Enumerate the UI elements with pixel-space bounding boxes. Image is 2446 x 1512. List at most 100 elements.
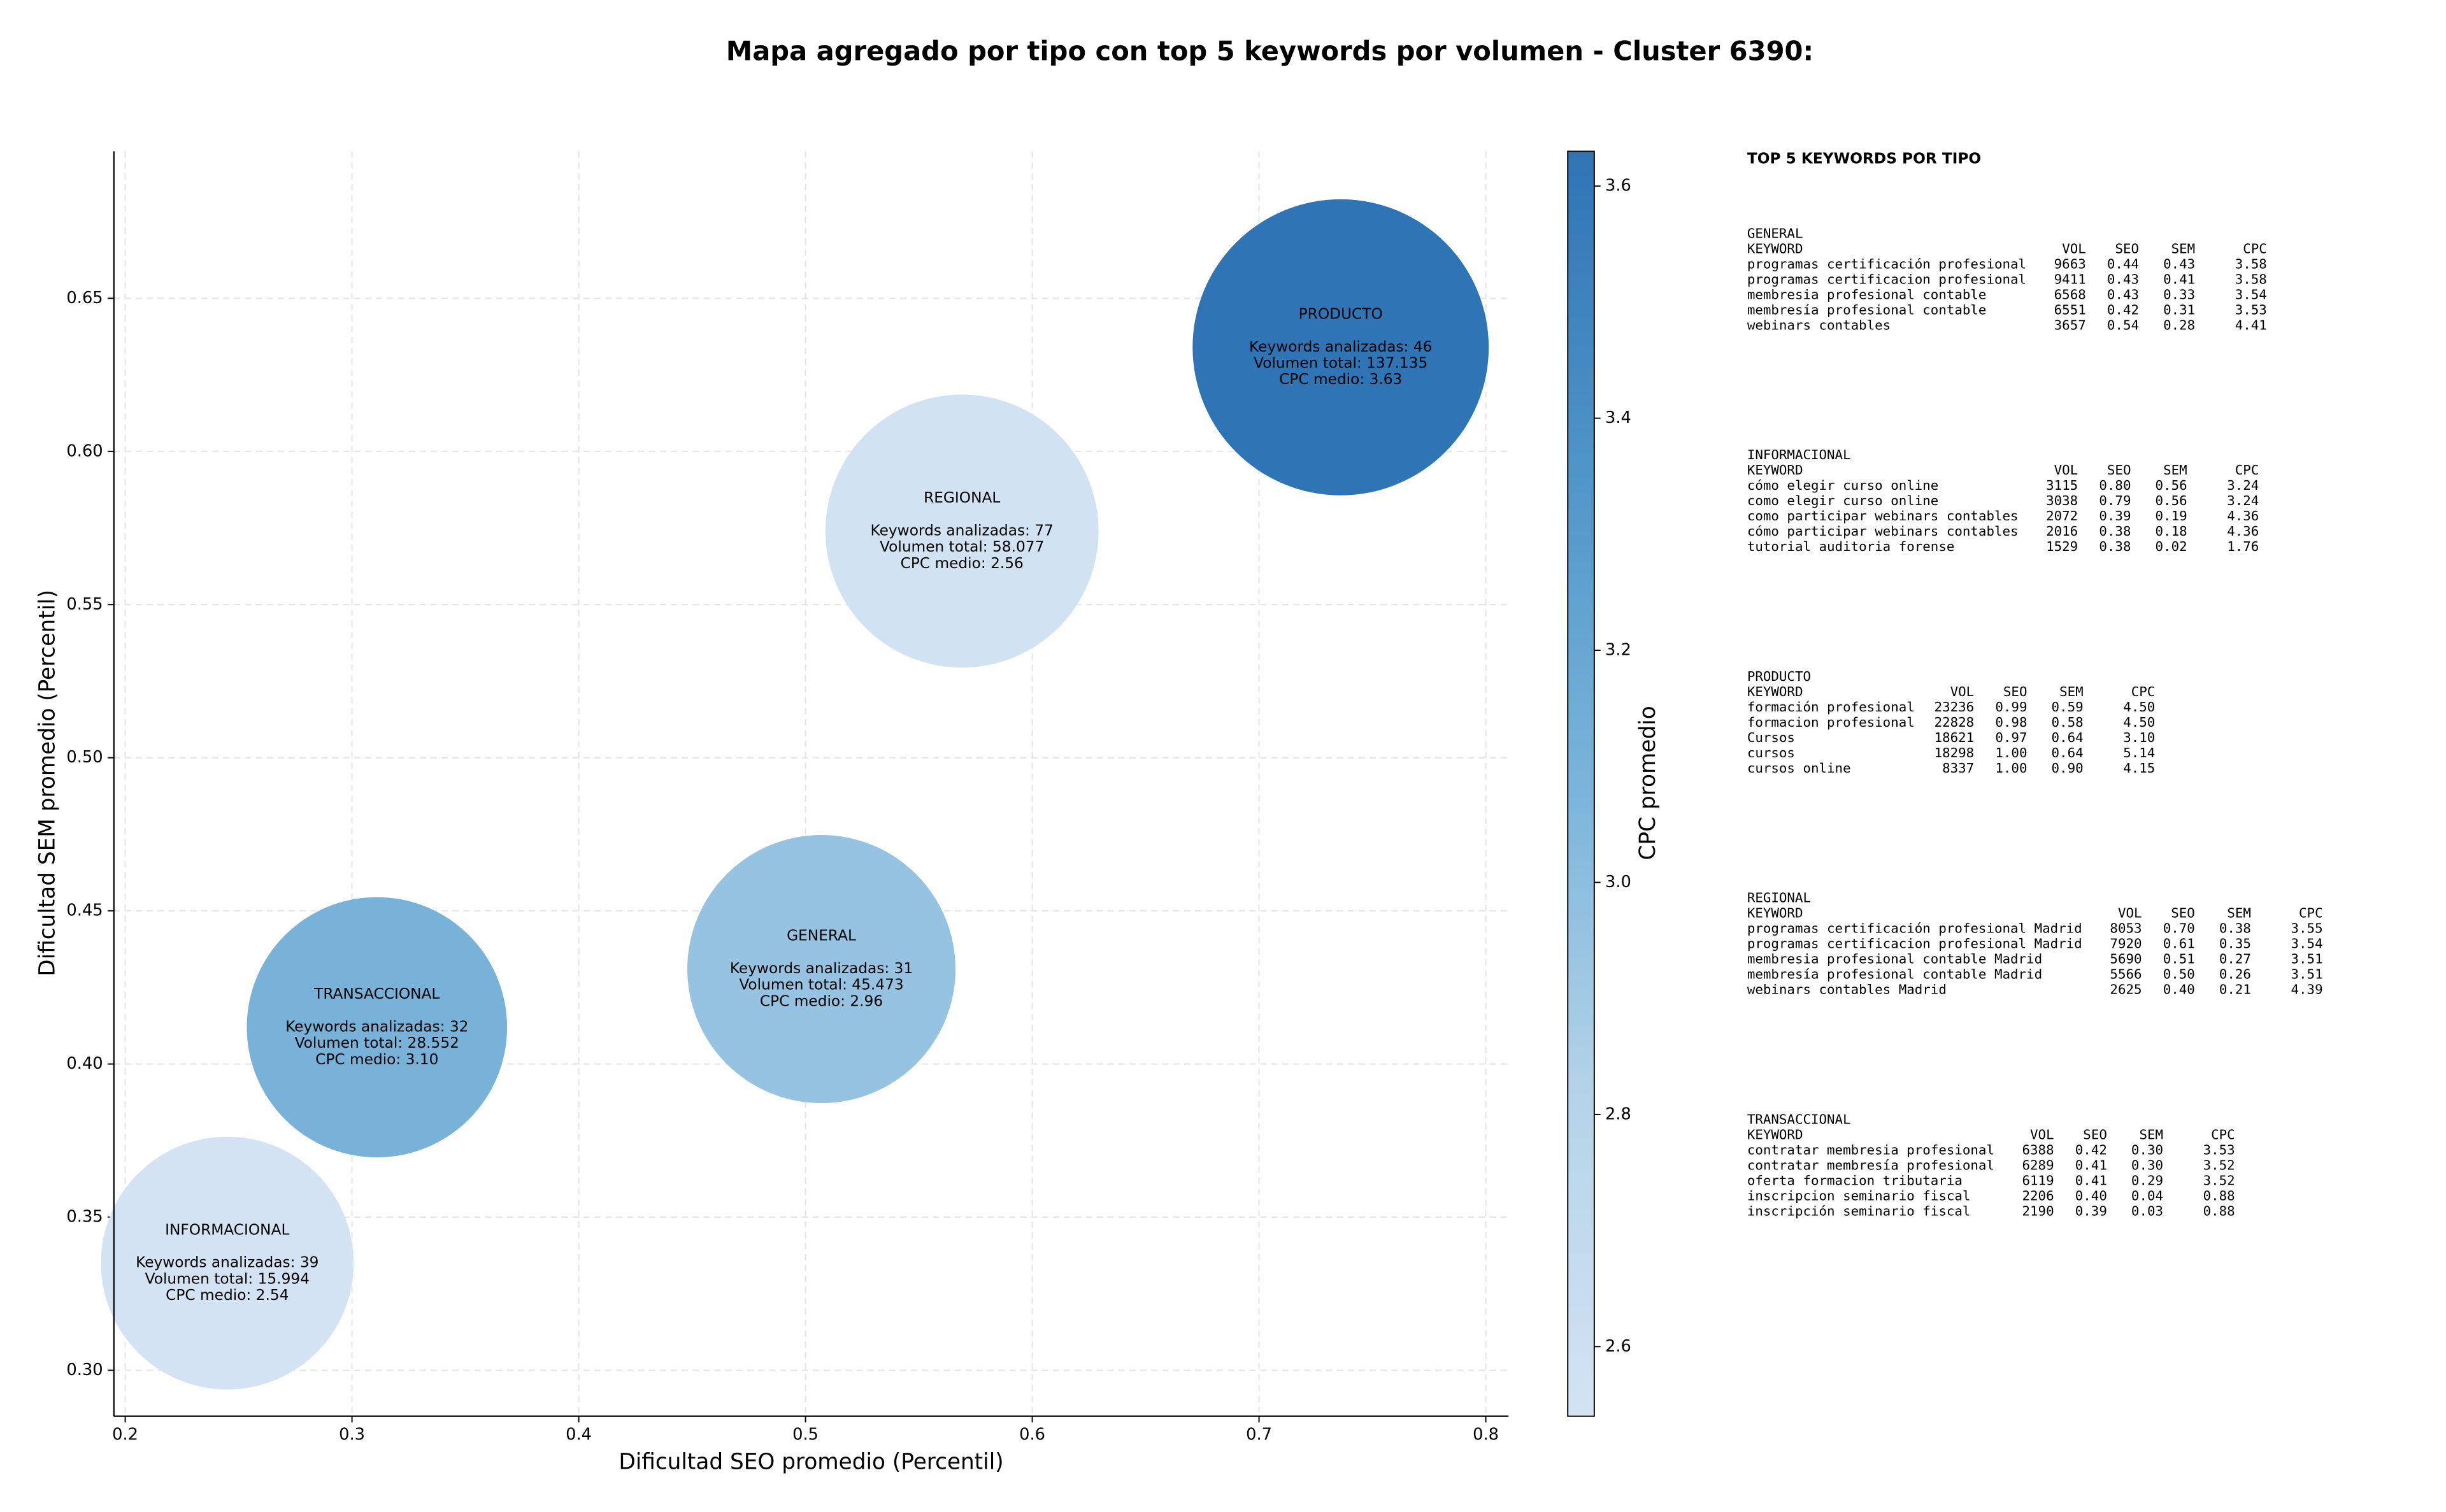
colorbar-tick-label: 2.6: [1605, 1337, 1631, 1356]
table-cell: contratar membresia profesional: [1747, 1142, 1994, 1157]
table-cell: 0.61: [2163, 936, 2195, 952]
table-cell: 4.41: [2235, 317, 2267, 332]
table-cell: membresia profesional contable: [1747, 287, 1987, 302]
section-title: TRANSACCIONAL: [1747, 1111, 1851, 1127]
table-cell: 0.54: [2107, 317, 2139, 332]
bubble-annotation: Volumen total: 28.552: [295, 1034, 459, 1052]
table-cell: 0.44: [2107, 256, 2139, 271]
table-cell: 4.15: [2123, 760, 2155, 776]
table-cell: 0.64: [2052, 730, 2084, 745]
table-cell: 3.53: [2203, 1142, 2235, 1157]
colorbar-tick-label: 2.8: [1605, 1104, 1631, 1123]
table-cell: 4.50: [2123, 699, 2155, 715]
bubble-annotation: Keywords analizadas: 32: [285, 1018, 468, 1035]
table-cell: 0.51: [2163, 952, 2195, 967]
table-cell: 0.41: [2075, 1173, 2107, 1188]
table-cell: 0.56: [2156, 493, 2187, 508]
bubble-annotation: Keywords analizadas: 46: [1249, 338, 1432, 355]
table-cell: 0.19: [2156, 508, 2187, 524]
bubble-annotation: CPC medio: 2.96: [760, 992, 883, 1009]
column-header: VOL: [2062, 241, 2086, 256]
column-header: KEYWORD: [1747, 906, 1803, 921]
bubble-annotation: Volumen total: 58.077: [880, 538, 1044, 555]
bubble-annotation: Keywords analizadas: 31: [730, 960, 913, 977]
table-cell: contratar membresía profesional: [1747, 1157, 1994, 1173]
table-cell: 7920: [2110, 936, 2142, 952]
table-cell: 0.88: [2203, 1188, 2235, 1203]
table-cell: 2016: [2046, 524, 2078, 539]
column-header: KEYWORD: [1747, 684, 1803, 699]
table-cell: 0.38: [2099, 539, 2131, 554]
table-cell: 0.98: [1995, 715, 2027, 730]
table-cell: 4.36: [2227, 524, 2259, 539]
table-cell: 0.30: [2131, 1142, 2163, 1157]
bubble-annotation: Keywords analizadas: 39: [136, 1254, 318, 1271]
column-header: VOL: [2118, 906, 2142, 921]
table-cell: programas certificacion profesional: [1747, 271, 2026, 287]
bubble-annotation: CPC medio: 3.10: [315, 1051, 438, 1068]
table-cell: 6568: [2054, 287, 2086, 302]
table-cell: Cursos: [1747, 730, 1795, 745]
table-cell: 0.88: [2203, 1203, 2235, 1218]
column-header: SEO: [2171, 906, 2195, 921]
section-title: PRODUCTO: [1747, 669, 1811, 684]
x-tick-label: 0.4: [566, 1425, 592, 1444]
table-cell: 6388: [2022, 1142, 2054, 1157]
table-cell: 0.38: [2099, 524, 2131, 539]
table-cell: 3.52: [2203, 1173, 2235, 1188]
table-cell: 3.51: [2291, 952, 2323, 967]
table-cell: membresía profesional contable: [1747, 302, 1987, 317]
table-cell: 0.21: [2219, 982, 2251, 997]
table-cell: 0.80: [2099, 478, 2131, 493]
chart-title: Mapa agregado por tipo con top 5 keyword…: [726, 35, 1813, 66]
table-cell: 3038: [2046, 493, 2078, 508]
table-cell: 6289: [2022, 1157, 2054, 1173]
table-cell: 0.40: [2075, 1188, 2107, 1203]
column-header: CPC: [2243, 241, 2267, 256]
table-cell: 8337: [1942, 760, 1974, 776]
x-tick-label: 0.2: [112, 1425, 138, 1444]
bubble-annotation: Keywords analizadas: 77: [871, 522, 1054, 539]
column-header: SEM: [2139, 1127, 2163, 1142]
table-cell: 0.39: [2099, 508, 2131, 524]
y-tick-label: 0.50: [66, 748, 103, 767]
column-header: SEM: [2227, 906, 2251, 921]
table-cell: 4.39: [2291, 982, 2323, 997]
table-cell: 0.03: [2131, 1203, 2163, 1218]
column-header: SEO: [2003, 684, 2028, 699]
table-cell: 0.27: [2219, 952, 2251, 967]
table-cell: 0.79: [2099, 493, 2131, 508]
table-cell: 3.24: [2227, 493, 2259, 508]
table-cell: 9663: [2054, 256, 2086, 271]
table-cell: 3.51: [2291, 967, 2323, 982]
bubble: [687, 835, 955, 1104]
table-cell: programas certificación profesional: [1747, 256, 2026, 271]
table-cell: membresia profesional contable Madrid: [1747, 952, 2042, 967]
table-cell: 3.52: [2203, 1157, 2235, 1173]
column-header: CPC: [2131, 684, 2156, 699]
table-cell: webinars contables: [1747, 317, 1891, 332]
table-cell: 0.28: [2163, 317, 2195, 332]
table-cell: 0.26: [2219, 967, 2251, 982]
bubble-annotation: CPC medio: 3.63: [1279, 371, 1402, 388]
table-cell: 2625: [2110, 982, 2142, 997]
table-cell: 0.18: [2156, 524, 2187, 539]
bubble-annotation: Volumen total: 15.994: [145, 1270, 310, 1287]
column-header: SEO: [2083, 1127, 2107, 1142]
table-cell: 0.40: [2163, 982, 2195, 997]
table-cell: 5566: [2110, 967, 2142, 982]
table-cell: 0.56: [2156, 478, 2187, 493]
table-cell: inscripción seminario fiscal: [1747, 1203, 1971, 1218]
table-title: TOP 5 KEYWORDS POR TIPO: [1747, 150, 1981, 167]
table-cell: 0.02: [2156, 539, 2187, 554]
table-cell: formacion profesional: [1747, 715, 1915, 730]
table-cell: 0.43: [2107, 271, 2139, 287]
bubble-annotation: Volumen total: 45.473: [739, 976, 903, 994]
table-cell: 23236: [1935, 699, 1975, 715]
colorbar-label: CPC promedio: [1635, 706, 1661, 860]
table-cell: 0.04: [2131, 1188, 2163, 1203]
table-cell: 0.41: [2163, 271, 2195, 287]
section-title: INFORMACIONAL: [1747, 447, 1851, 462]
x-tick-label: 0.3: [339, 1425, 365, 1444]
